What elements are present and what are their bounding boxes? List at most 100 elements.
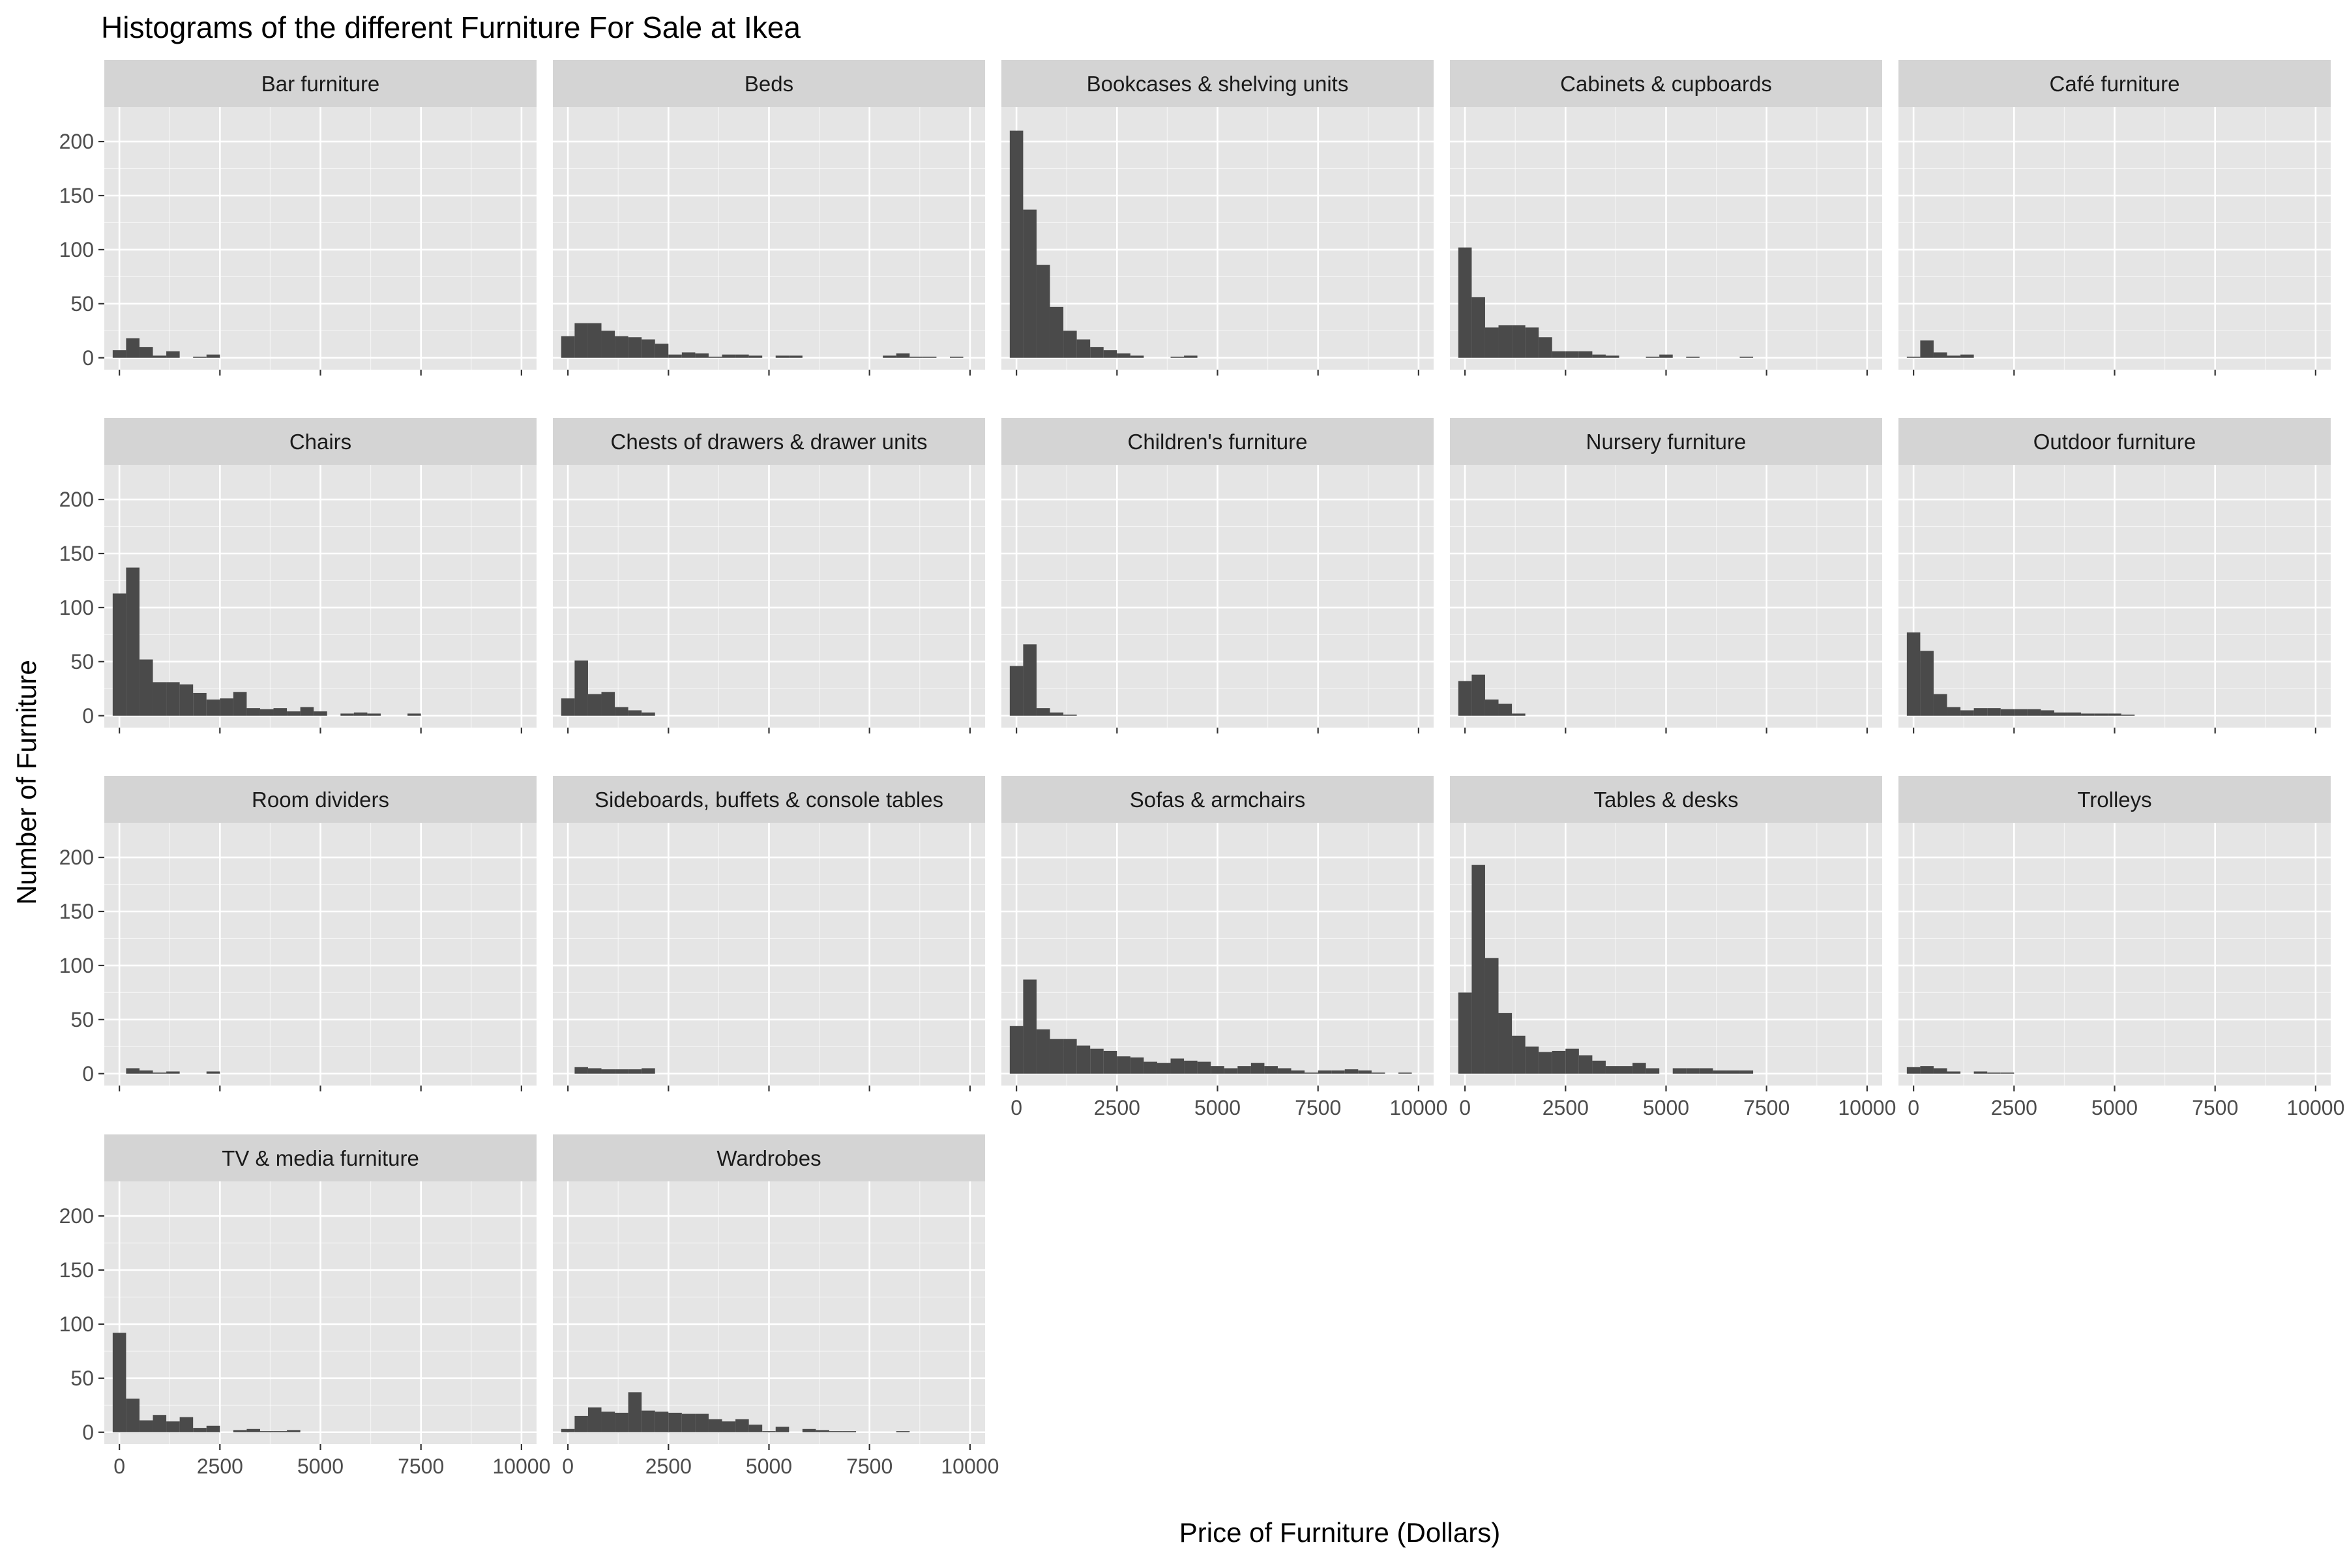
histogram-bar	[1050, 712, 1064, 716]
histogram-bar	[574, 660, 588, 716]
histogram-bar	[1987, 708, 2001, 716]
x-tick-label: 10000	[492, 1455, 550, 1478]
facet-strip	[1898, 60, 2331, 107]
facet-strip-label: Sofas & armchairs	[1130, 788, 1306, 812]
histogram-bar	[1512, 1035, 1526, 1074]
histogram-bar	[789, 355, 803, 358]
histogram-bar	[273, 1431, 288, 1432]
histogram-bar	[695, 353, 709, 358]
histogram-bar	[193, 357, 207, 358]
facet-strip	[104, 1134, 537, 1181]
histogram-bar	[587, 323, 602, 358]
facet-panel: Chests of drawers & drawer units	[553, 418, 985, 733]
histogram-bar	[126, 1398, 140, 1432]
facet-strip-label: Bookcases & shelving units	[1087, 72, 1349, 96]
histogram-bar	[1906, 632, 1921, 716]
histogram-bar	[1605, 1066, 1619, 1074]
histogram-bar	[775, 1427, 790, 1432]
histogram-bar	[1498, 703, 1513, 716]
histogram-bar	[314, 711, 327, 716]
histogram-bar	[153, 355, 167, 358]
histogram-bar	[642, 1410, 655, 1432]
histogram-bar	[1009, 666, 1024, 716]
histogram-bar	[1933, 694, 1947, 716]
y-tick-label: 0	[82, 1421, 94, 1444]
histogram-bar	[615, 1069, 628, 1074]
histogram-bar	[601, 1069, 615, 1074]
histogram-bar	[668, 1412, 682, 1432]
facet-panel: Children's furniture	[1001, 418, 1434, 733]
histogram-bar	[1117, 1056, 1130, 1074]
histogram-bar	[1184, 355, 1198, 358]
histogram-bar	[883, 355, 896, 358]
histogram-bar	[735, 354, 749, 358]
histogram-bar	[1224, 1068, 1238, 1074]
histogram-bar	[287, 711, 301, 716]
x-tick-label: 0	[1908, 1096, 1919, 1119]
histogram-bar	[561, 336, 575, 358]
histogram-bar	[1484, 327, 1499, 358]
histogram-bar	[153, 1072, 167, 1074]
y-tick-label: 0	[82, 704, 94, 728]
histogram-bar	[166, 682, 180, 716]
histogram-bar	[1157, 1063, 1171, 1074]
histogram-bar	[2000, 709, 2015, 716]
facet-strip	[104, 418, 537, 465]
histogram-bar	[1632, 1063, 1646, 1074]
x-tick-label: 2500	[645, 1455, 692, 1478]
histogram-bar	[1525, 327, 1539, 358]
histogram-bar	[1036, 1029, 1050, 1074]
histogram-bar	[273, 708, 288, 716]
facet-strip	[104, 776, 537, 823]
histogram-bar	[1305, 1072, 1318, 1074]
facet-strip	[1450, 776, 1882, 823]
histogram-bar	[153, 682, 167, 716]
x-tick-label: 7500	[398, 1455, 444, 1478]
facet-strip-label: Children's furniture	[1128, 430, 1308, 454]
facet-strip-label: Cabinets & cupboards	[1560, 72, 1772, 96]
histogram-bar	[166, 1071, 180, 1074]
histogram-bar	[896, 1431, 910, 1432]
facet-strip-label: Outdoor furniture	[2033, 430, 2196, 454]
facet-strip	[553, 418, 985, 465]
histogram-bar	[1344, 1069, 1359, 1074]
histogram-bar	[1973, 708, 1988, 716]
histogram-bar	[574, 323, 588, 358]
histogram-bar	[1318, 1070, 1332, 1074]
histogram-bar	[153, 1415, 167, 1432]
histogram-bar	[2081, 713, 2095, 716]
histogram-bar	[1512, 325, 1526, 358]
histogram-bar	[1906, 357, 1921, 358]
facet-panels: Bar furniture 0 50 100 150 200 Beds Bookcases &…	[59, 60, 2344, 1478]
histogram-bar	[681, 352, 696, 358]
histogram-bar	[587, 694, 602, 716]
facet-strip-label: Wardrobes	[716, 1146, 821, 1170]
histogram-bar	[735, 1419, 749, 1432]
histogram-bar	[909, 357, 923, 358]
histogram-bar	[802, 1428, 816, 1432]
histogram-bar	[587, 1068, 602, 1074]
y-tick-label: 100	[59, 954, 94, 977]
histogram-bar	[1920, 651, 1934, 716]
histogram-bar	[166, 1421, 180, 1432]
histogram-bar	[233, 1430, 247, 1432]
facet-strip-label: Tables & desks	[1594, 788, 1739, 812]
histogram-bar	[340, 713, 354, 716]
facet-strip-label: Chairs	[289, 430, 351, 454]
chart-title: Histograms of the different Furniture Fo…	[101, 10, 801, 44]
histogram-bar	[220, 698, 233, 716]
facet-strip-label: Room dividers	[252, 788, 389, 812]
histogram-bar	[1947, 355, 1961, 358]
x-tick-label: 5000	[1643, 1096, 1689, 1119]
histogram-bar	[1960, 710, 1974, 716]
facet-strip	[1001, 776, 1434, 823]
y-tick-label: 200	[59, 846, 94, 869]
histogram-bar	[816, 1430, 829, 1432]
histogram-bar	[1103, 350, 1117, 358]
facet-panel: Room dividers 0 50 100 150 200	[59, 776, 537, 1091]
histogram-bar	[2014, 709, 2028, 716]
histogram-bar	[2108, 713, 2121, 716]
histogram-bar	[1552, 1050, 1566, 1074]
x-tick-label: 2500	[1094, 1096, 1140, 1119]
